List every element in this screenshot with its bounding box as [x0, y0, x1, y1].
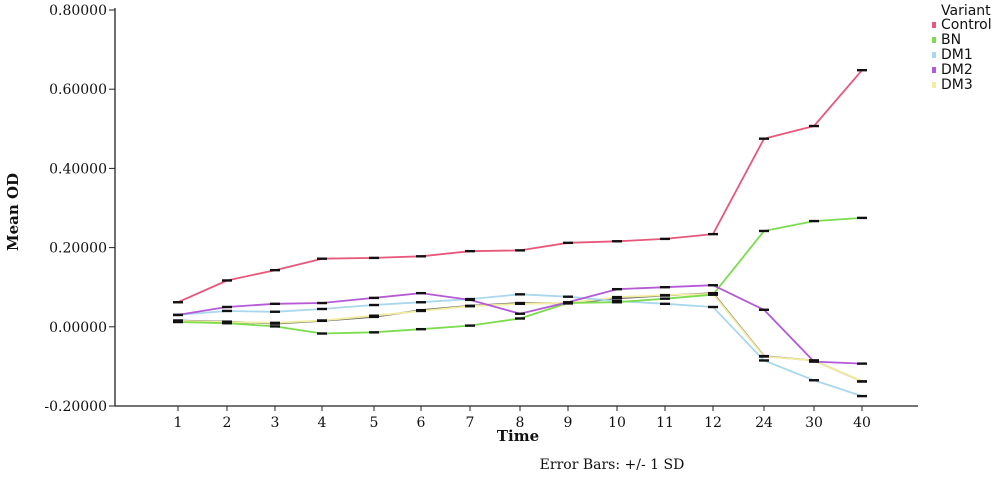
y-tick-label: -0.20000 — [44, 399, 107, 415]
x-tick-label: 4 — [318, 415, 327, 431]
legend-swatch-bn — [932, 37, 936, 43]
error-bar-markers — [173, 68, 867, 398]
y-tick-label: 0.80000 — [49, 3, 107, 19]
x-tick-label: 40 — [853, 415, 871, 431]
series-bn-line — [177, 217, 863, 335]
legend-title: Variant — [941, 3, 991, 19]
legend-swatch-dm3 — [932, 82, 936, 88]
x-tick-label: 11 — [656, 415, 674, 431]
legend-swatch-dm2 — [932, 67, 936, 73]
error-bars-note: Error Bars: +/- 1 SD — [540, 457, 685, 473]
y-axis-ticks: -0.20000 0.00000 0.20000 0.40000 0.60000 0.80… — [44, 3, 115, 415]
x-tick-label: 6 — [417, 415, 426, 431]
series-control-line — [177, 69, 863, 304]
x-axis-ticks: 1 2 3 4 5 6 7 8 9 10 11 12 24 30 40 — [174, 406, 871, 431]
legend-label-dm2: DM2 — [941, 62, 973, 78]
legend-swatch-dm1 — [932, 52, 936, 58]
legend-swatch-control — [932, 22, 936, 28]
axes — [114, 8, 918, 407]
y-tick-label: 0.60000 — [49, 82, 107, 98]
legend-label-dm1: DM1 — [941, 47, 973, 63]
x-tick-label: 30 — [805, 415, 823, 431]
x-tick-label: 24 — [755, 415, 773, 431]
legend-label-dm3: DM3 — [941, 77, 973, 93]
x-axis-title: Time — [497, 427, 539, 445]
x-tick-label: 9 — [564, 415, 573, 431]
legend-label-bn: BN — [941, 32, 961, 48]
y-tick-label: 0.00000 — [49, 320, 107, 336]
x-tick-label: 7 — [466, 415, 475, 431]
x-tick-label: 8 — [516, 415, 525, 431]
x-tick-label: 10 — [608, 415, 626, 431]
series-lines — [177, 69, 863, 397]
reference-line — [177, 292, 863, 383]
x-tick-label: 5 — [370, 415, 379, 431]
y-axis-title: Mean OD — [4, 173, 22, 251]
legend-label-control: Control — [941, 17, 992, 33]
x-tick-label: 2 — [223, 415, 232, 431]
x-tick-label: 12 — [704, 415, 722, 431]
x-tick-label: 1 — [174, 415, 183, 431]
y-tick-label: 0.20000 — [49, 241, 107, 257]
y-tick-label: 0.40000 — [49, 161, 107, 177]
x-tick-label: 3 — [271, 415, 280, 431]
